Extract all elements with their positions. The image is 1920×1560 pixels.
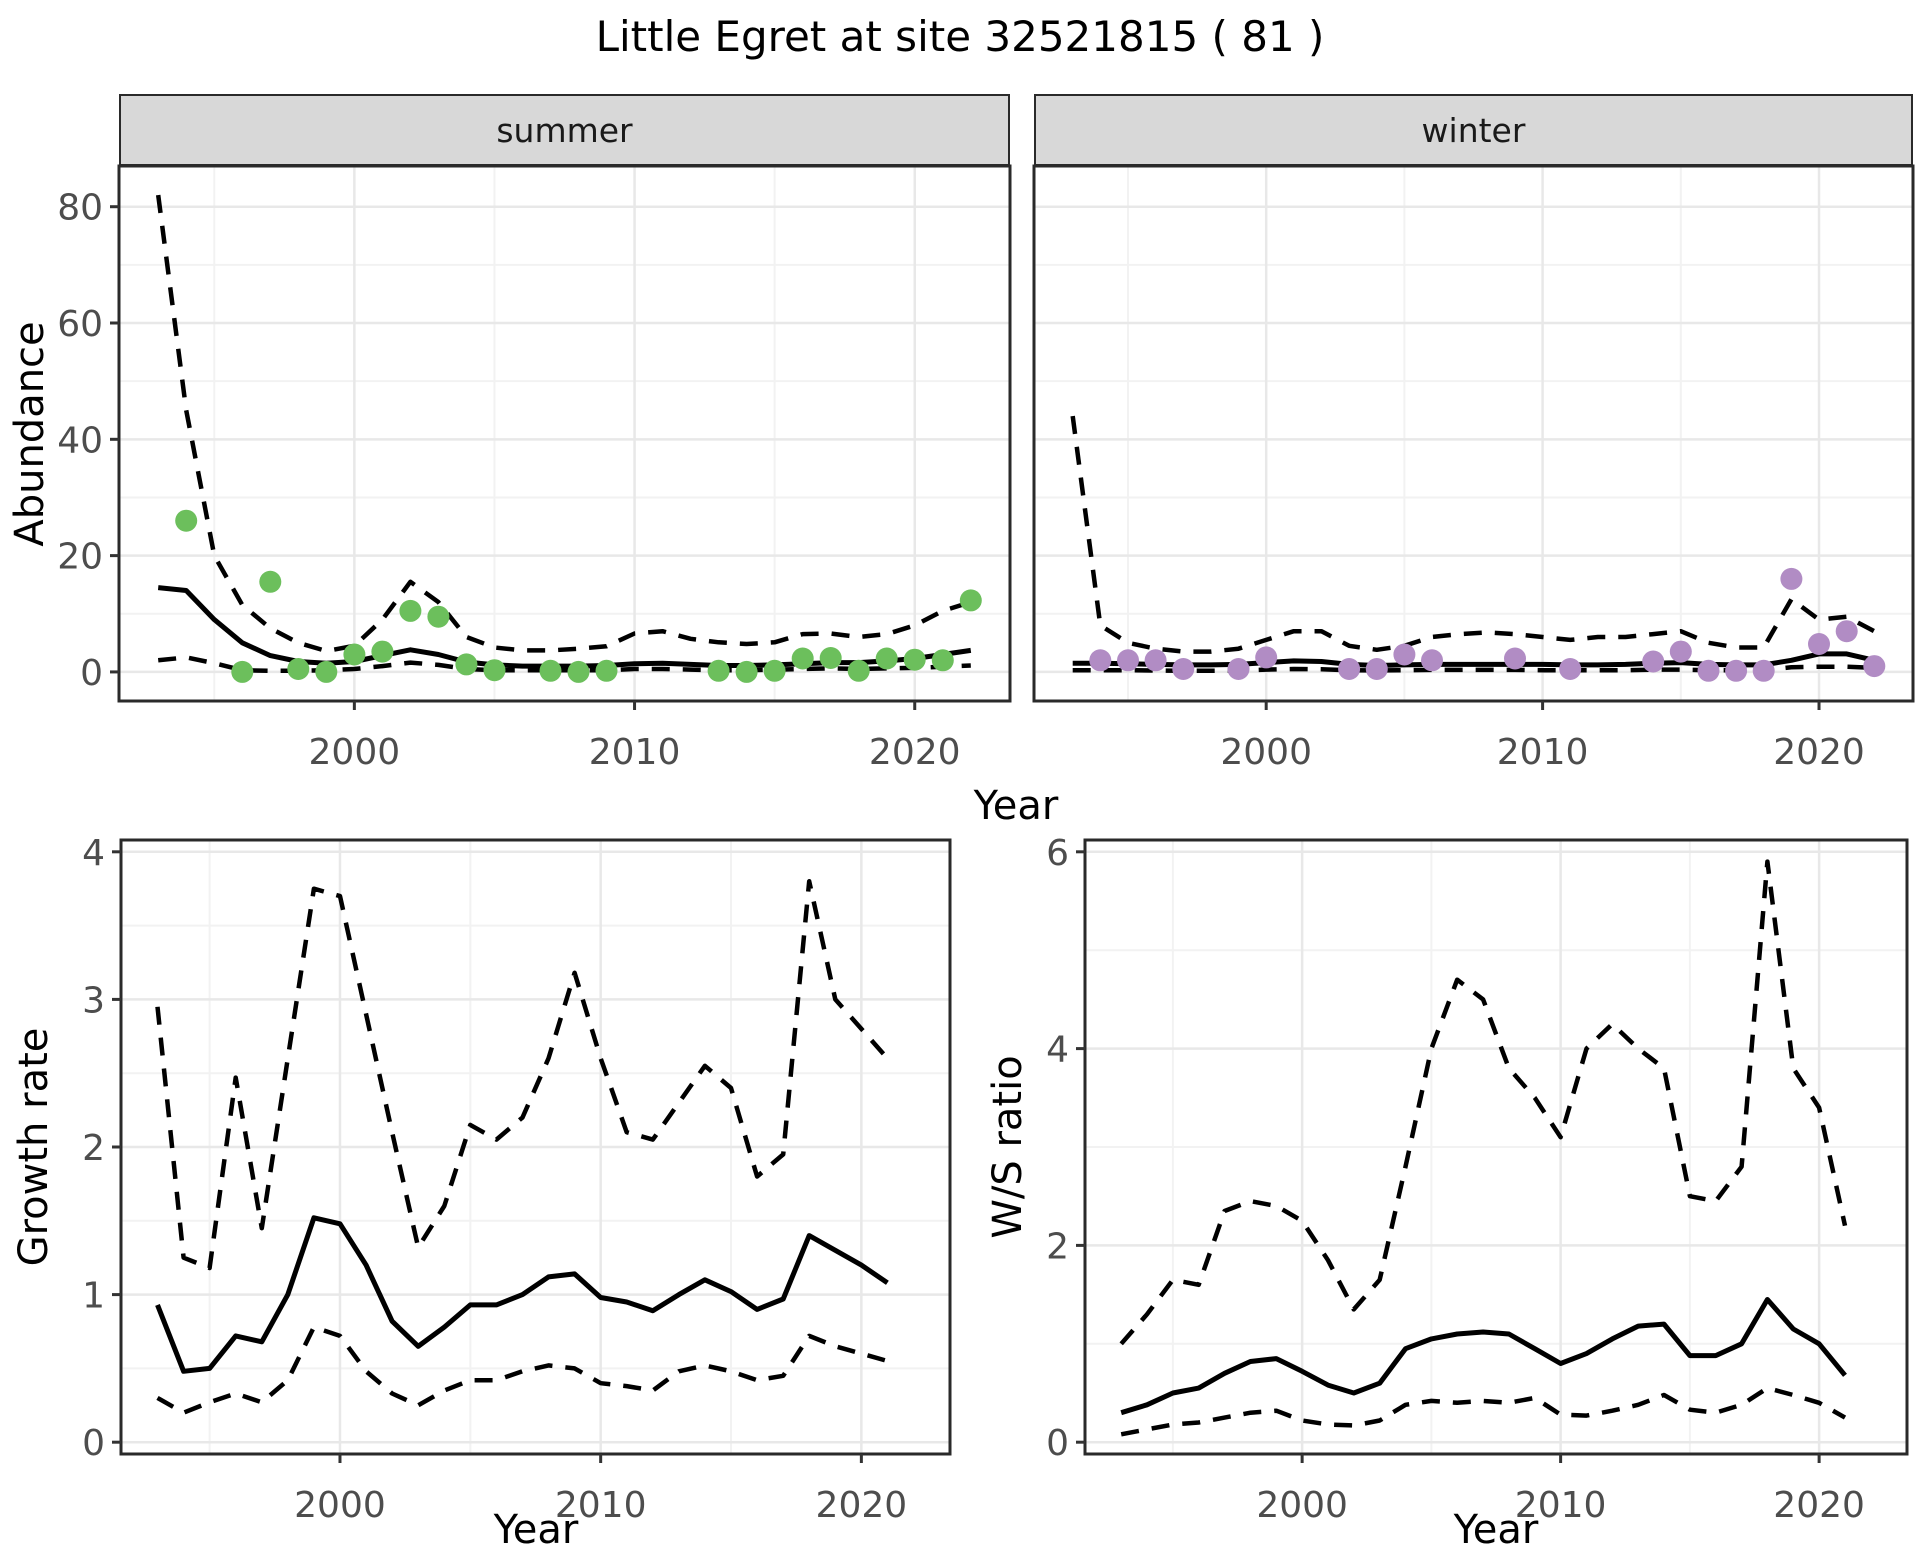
svg-text:4: 4 — [82, 833, 105, 874]
svg-text:2: 2 — [1046, 1226, 1069, 1267]
svg-text:2000: 2000 — [309, 732, 401, 773]
svg-text:6: 6 — [1046, 833, 1069, 874]
plot-title: Little Egret at site 32521815 ( 81 ) — [595, 12, 1325, 61]
facet-strip-summer-label: summer — [496, 110, 633, 150]
x-axis-title-ws-ratio: Year — [1453, 1507, 1539, 1553]
svg-text:2: 2 — [82, 1128, 105, 1169]
svg-text:2020: 2020 — [869, 732, 961, 773]
svg-text:0: 0 — [1046, 1423, 1069, 1464]
ws-plot: 2000 2010 2020 0 2 4 6 — [1046, 833, 1909, 1526]
svg-text:2020: 2020 — [1773, 1485, 1865, 1526]
svg-text:3: 3 — [82, 980, 105, 1021]
x-axis-title-growth-rate: Year — [493, 1507, 579, 1553]
svg-text:1: 1 — [82, 1276, 105, 1317]
facet-strip-winter-label: winter — [1421, 110, 1526, 150]
svg-text:2000: 2000 — [294, 1485, 386, 1526]
svg-text:60: 60 — [57, 304, 103, 345]
svg-text:0: 0 — [80, 653, 103, 694]
summer-plot: 2000 2010 2020 0 20 40 60 80 — [57, 164, 1012, 773]
x-axis-title-abundance: Year — [973, 783, 1059, 829]
svg-text:2010: 2010 — [1497, 732, 1589, 773]
svg-text:2000: 2000 — [1220, 732, 1312, 773]
svg-text:20: 20 — [57, 537, 103, 578]
svg-text:2020: 2020 — [816, 1485, 908, 1526]
svg-text:0: 0 — [82, 1423, 105, 1464]
svg-text:4: 4 — [1046, 1030, 1069, 1071]
svg-text:2000: 2000 — [1256, 1485, 1348, 1526]
winter-plot: 2000 2010 2020 — [1032, 164, 1915, 773]
growth-plot: 2000 2010 2020 0 1 2 3 4 — [82, 833, 952, 1526]
svg-text:40: 40 — [57, 420, 103, 461]
svg-text:80: 80 — [57, 188, 103, 229]
svg-text:2010: 2010 — [555, 1485, 647, 1526]
svg-text:2020: 2020 — [1773, 732, 1865, 773]
svg-text:2010: 2010 — [589, 732, 681, 773]
svg-text:2010: 2010 — [1515, 1485, 1607, 1526]
facet-strip-summer: summer — [119, 94, 1010, 166]
